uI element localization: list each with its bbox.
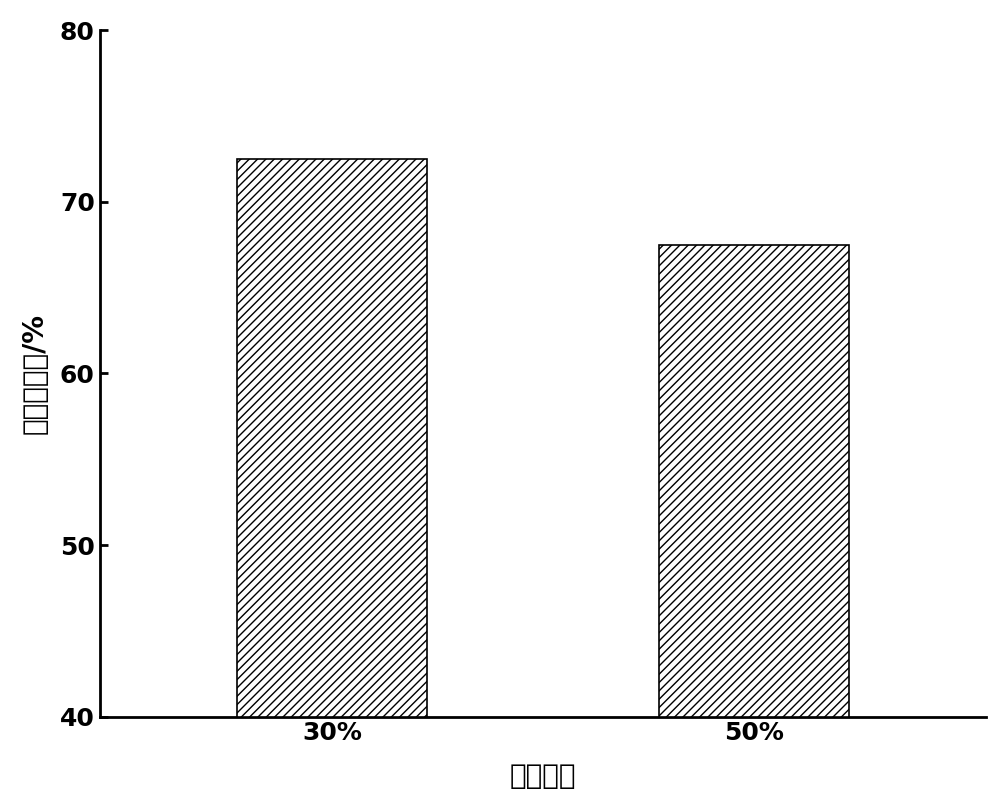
Y-axis label: 麦芒糖得率/%: 麦芒糖得率/% <box>21 313 48 434</box>
Bar <box>237 159 427 717</box>
X-axis label: 底物浓度: 底物浓度 <box>510 762 576 790</box>
Bar <box>659 245 849 717</box>
